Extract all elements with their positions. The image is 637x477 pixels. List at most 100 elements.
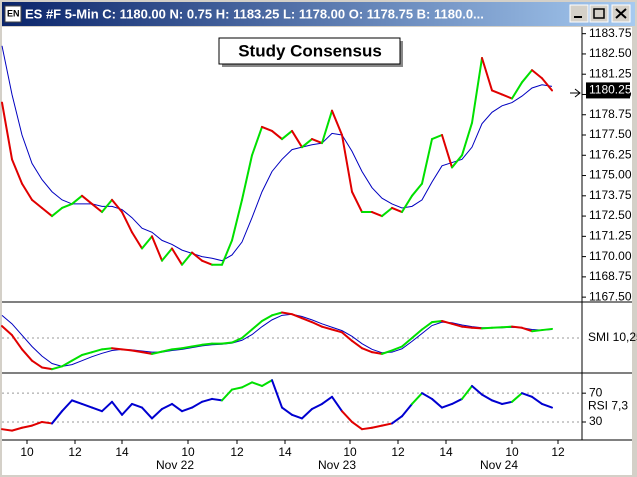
title-box: [218, 37, 401, 65]
study-segment: [191, 251, 203, 262]
plot-layer: 10 12 14 10 12 14 10 12 14 10 12 Nov 22 Nov 23 Nov 24…: [1, 26, 637, 472]
study-segment: [371, 351, 383, 355]
price-pointer: [570, 88, 581, 98]
study-segment: [491, 399, 503, 405]
study-segment: [471, 326, 483, 330]
study-segment: [11, 426, 23, 432]
study-segment: [531, 395, 543, 405]
app-icon[interactable]: [4, 5, 22, 23]
study-segment: [421, 321, 433, 331]
x-tick-label: 10: [343, 445, 357, 459]
study-segment: [301, 317, 313, 324]
study-segment: [31, 198, 43, 209]
study-segment: [261, 314, 273, 322]
study-segment: [321, 395, 333, 405]
study-segment: [251, 320, 263, 331]
study-segment: [201, 259, 213, 266]
study-segment: [251, 381, 263, 387]
study-segment: [371, 424, 383, 429]
study-segment: [71, 194, 83, 205]
y-tick-label: 1167.50: [589, 289, 632, 303]
study-segment: [51, 206, 63, 218]
study-segment: [451, 397, 463, 405]
y-tick-label: 1171.25: [589, 229, 632, 243]
study-segment: [271, 129, 283, 141]
study-segment: [91, 348, 103, 354]
last-price-label: 1180.25: [589, 83, 632, 97]
study-segment: [271, 379, 283, 409]
study-segment: [141, 406, 153, 420]
study-segment: [411, 392, 423, 405]
study-segment: [441, 320, 453, 325]
study-segment: [101, 347, 113, 351]
study-segment: [71, 399, 83, 405]
study-segment: [431, 320, 443, 324]
study-segment: [261, 125, 273, 132]
study-segment: [171, 247, 183, 266]
study-segment: [231, 386, 243, 391]
y-tick-label: 1177.50: [589, 127, 632, 141]
y-tick-label: 1168.75: [589, 269, 632, 283]
study-segment: [201, 397, 213, 403]
y-tick-label: 1175.00: [589, 168, 632, 182]
study-segment: [361, 347, 373, 354]
study-segment: [321, 109, 333, 145]
chart-area: [2, 27, 632, 475]
study-segment: [131, 402, 143, 409]
study-segment: [281, 406, 293, 416]
x-tick-label: 12: [68, 445, 82, 459]
study-segment: [361, 426, 373, 431]
maximize-button[interactable]: [589, 4, 609, 23]
study-segment: [21, 182, 33, 201]
minimize-button[interactable]: [569, 4, 589, 23]
study-segment: [141, 235, 153, 250]
x-tick-label: 14: [278, 445, 292, 459]
study-segment: [71, 354, 83, 362]
study-segment: [281, 129, 293, 141]
study-segment: [541, 402, 553, 409]
x-tick-label: 14: [115, 445, 129, 459]
x-date-label: Nov 24: [480, 458, 518, 472]
study-segment: [171, 402, 183, 413]
study-segment: [211, 397, 223, 402]
x-tick-label: 12: [230, 445, 244, 459]
study-segment: [151, 235, 163, 262]
study-segment: [421, 392, 433, 400]
study-segment: [351, 420, 363, 431]
study-segment: [491, 326, 503, 329]
study-segment: [161, 402, 173, 411]
study-segment: [511, 81, 523, 100]
study-segment: [181, 406, 193, 413]
y-tick-label: 1182.50: [589, 46, 632, 60]
study-segment: [261, 379, 273, 387]
study-segment: [481, 326, 493, 330]
study-segment: [351, 339, 363, 350]
study-segment: [41, 420, 53, 425]
study-segment: [11, 158, 23, 185]
study-segment: [391, 415, 403, 425]
study-segment: [441, 134, 453, 169]
study-segment: [321, 325, 333, 331]
study-segment: [461, 384, 473, 400]
y-tick-label: 30: [589, 414, 603, 428]
study-segment: [431, 134, 443, 141]
study-segment: [121, 402, 133, 416]
study-segment: [541, 327, 553, 332]
study-segment: [431, 397, 443, 409]
study-segment: [341, 134, 353, 193]
study-segment: [491, 89, 503, 96]
study-segment: [411, 328, 423, 339]
x-tick-label: 14: [439, 445, 453, 459]
study-segment: [501, 93, 513, 100]
study-segment: [1, 101, 13, 161]
study-segment: [111, 347, 123, 351]
study-segment: [51, 365, 63, 371]
study-segment: [181, 251, 193, 266]
study-segment: [101, 400, 113, 413]
study-segment: [291, 129, 303, 149]
study-segment: [61, 202, 73, 209]
study-segment: [231, 337, 243, 344]
study-segment: [401, 402, 413, 418]
study-segment: [281, 311, 293, 316]
study-segment: [161, 247, 173, 262]
